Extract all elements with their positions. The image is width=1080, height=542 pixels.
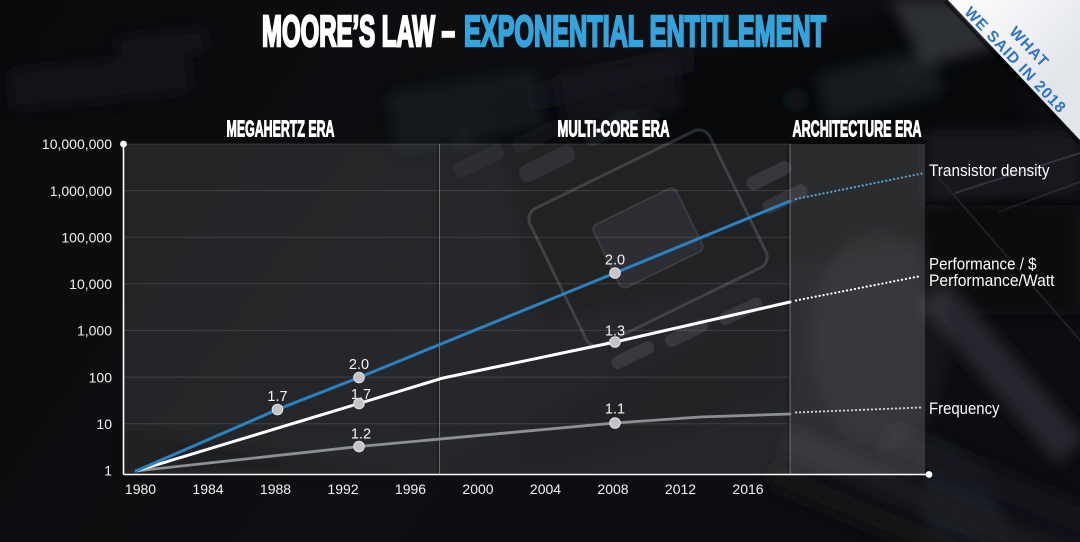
svg-text:1.7: 1.7 [351, 387, 371, 403]
svg-text:1: 1 [104, 463, 112, 479]
svg-text:1984: 1984 [192, 481, 223, 497]
svg-text:EXPONENTIAL ENTITLEMENT: EXPONENTIAL ENTITLEMENT [464, 7, 826, 56]
svg-text:Performance / $: Performance / $ [929, 256, 1037, 274]
svg-text:MOORE’S LAW –: MOORE’S LAW – [262, 7, 455, 56]
svg-text:2.0: 2.0 [349, 357, 369, 373]
svg-text:1.3: 1.3 [605, 324, 625, 340]
svg-text:2000: 2000 [462, 481, 493, 497]
svg-text:MULTI-CORE ERA: MULTI-CORE ERA [558, 116, 670, 142]
svg-text:1992: 1992 [327, 481, 358, 497]
svg-text:ARCHITECTURE ERA: ARCHITECTURE ERA [793, 116, 922, 142]
svg-text:100: 100 [89, 369, 113, 385]
svg-text:Performance/Watt: Performance/Watt [929, 272, 1055, 290]
svg-text:1,000: 1,000 [77, 323, 112, 339]
svg-text:2012: 2012 [665, 481, 696, 497]
svg-text:100,000: 100,000 [61, 229, 112, 245]
svg-text:1.1: 1.1 [605, 402, 625, 418]
svg-text:10,000,000: 10,000,000 [42, 136, 112, 152]
svg-text:10,000: 10,000 [69, 276, 112, 292]
svg-text:1996: 1996 [395, 481, 426, 497]
svg-text:10: 10 [96, 416, 112, 432]
svg-text:1.2: 1.2 [351, 427, 371, 443]
svg-text:2008: 2008 [597, 481, 628, 497]
svg-text:1.7: 1.7 [267, 389, 287, 405]
svg-text:2004: 2004 [530, 481, 561, 497]
svg-text:1988: 1988 [260, 481, 291, 497]
svg-text:MEGAHERTZ ERA: MEGAHERTZ ERA [227, 116, 335, 142]
svg-text:Frequency: Frequency [929, 400, 1000, 418]
svg-text:1980: 1980 [125, 481, 156, 497]
svg-text:1,000,000: 1,000,000 [50, 183, 112, 199]
svg-text:2.0: 2.0 [605, 253, 625, 269]
svg-text:2016: 2016 [732, 481, 763, 497]
svg-text:Transistor density: Transistor density [929, 162, 1050, 180]
